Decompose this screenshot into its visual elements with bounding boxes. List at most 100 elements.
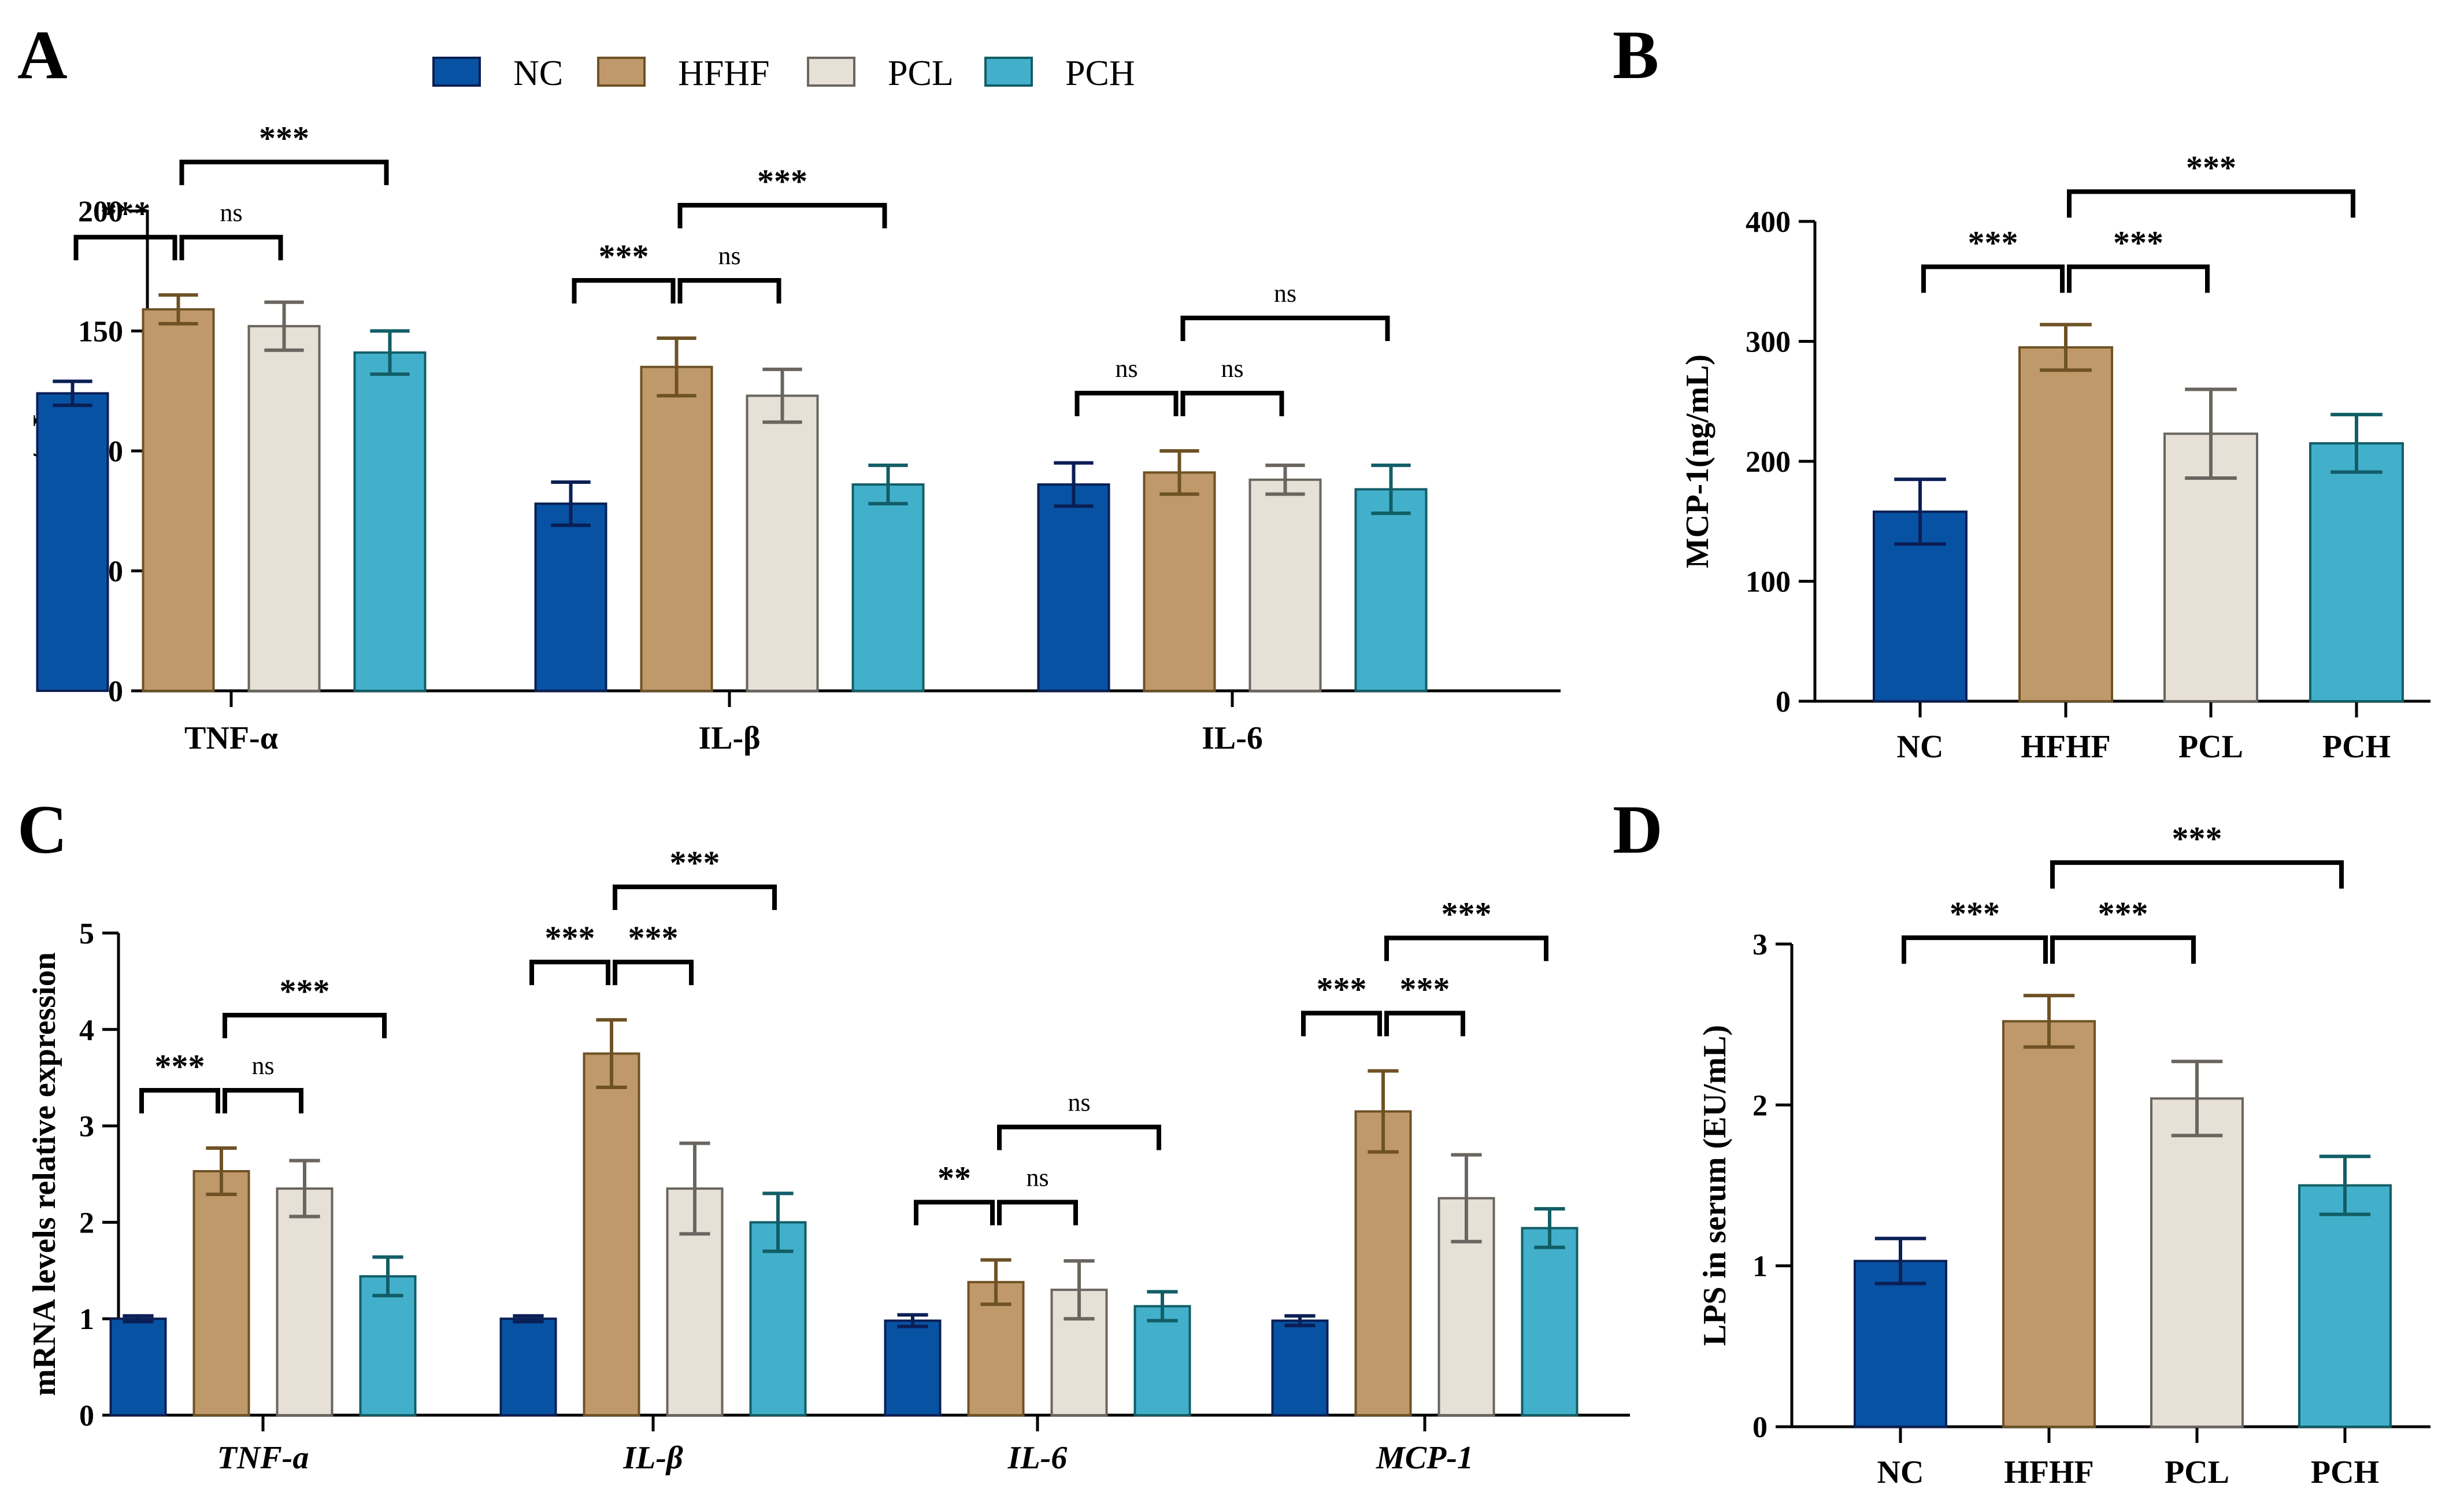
x-tick-label-hfhf: HFHF [2004, 1454, 2094, 1490]
bar-nc-tnf-a [109, 1317, 167, 1416]
significance-bracket [179, 235, 283, 261]
bar-hfhf-il-6 [1143, 471, 1216, 692]
y-tick-label: 2 [79, 1206, 94, 1239]
significance-bracket [73, 235, 177, 261]
significance-bracket [572, 277, 676, 303]
bar-pch-il-6 [1354, 488, 1428, 693]
bar-nc-il-6 [884, 1319, 942, 1416]
significance-bracket [1301, 1011, 1382, 1037]
bar-pcl-tnf [247, 325, 321, 692]
significance-label: *** [1442, 895, 1492, 933]
x-tick-label-pch: PCH [2322, 729, 2391, 765]
legend-label-pcl: PCL [888, 54, 954, 93]
y-tick-label: 3 [1752, 928, 1768, 961]
significance-label: ns [1274, 279, 1296, 308]
bar-pch-tnf [353, 351, 427, 692]
legend-label-nc: NC [513, 54, 563, 93]
y-tick-label: 150 [78, 316, 123, 349]
significance-bracket [2067, 189, 2355, 218]
significance-label: *** [1317, 971, 1367, 1008]
y-tick-label: 0 [108, 675, 123, 708]
significance-label: ns [1026, 1163, 1048, 1191]
bar-pch-il [749, 1221, 807, 1416]
significance-label: *** [2186, 149, 2236, 186]
significance-bracket [529, 960, 610, 986]
significance-label: *** [757, 162, 807, 200]
chart-d-lps-serum: 0 1 2 3 LPS in serum (EU/mL) NC HFHF PCL PCH *** *… [1697, 820, 2430, 1490]
y-tick-label: 5 [79, 917, 94, 950]
y-tick-label: 0 [79, 1400, 94, 1433]
y-tick-label: 400 [1746, 206, 1791, 239]
bar-hfhf [2018, 346, 2113, 702]
significance-bracket [2067, 264, 2210, 293]
bar-nc-tnf [36, 392, 109, 692]
significance-label: *** [155, 1048, 205, 1085]
legend-swatch-pcl [807, 57, 855, 87]
bar-hfhf-tnf-a [192, 1169, 250, 1416]
y-tick-label: 2 [1752, 1089, 1768, 1122]
bar-nc-il [499, 1317, 557, 1416]
bar-pch-tnf-a [359, 1275, 417, 1417]
significance-label: ns [1221, 354, 1243, 383]
bar-hfhf-il [640, 365, 713, 692]
significance-label: *** [101, 194, 151, 232]
chart-b-mcp1: 0 100 200 300 400 MCP-1(ng/mL) NC HFHF PCL PCH ***… [1680, 149, 2430, 765]
x-tick-label-hfhf: HFHF [2021, 729, 2111, 765]
significance-label: *** [2172, 820, 2222, 857]
y-tick-label: 200 [1746, 446, 1791, 479]
significance-bracket [1074, 391, 1179, 416]
bar-pcl-il [746, 394, 819, 692]
bar-pcl [2150, 1097, 2244, 1428]
legend-label-pch: PCH [1065, 54, 1135, 93]
y-axis-title: MCP-1(ng/mL) [1680, 354, 1715, 568]
y-axis-title: LPS in serum (EU/mL) [1697, 1025, 1733, 1346]
significance-label: *** [628, 919, 679, 957]
significance-bracket [677, 202, 887, 228]
significance-label: *** [280, 972, 330, 1010]
x-tick-label-nc: NC [1897, 729, 1944, 765]
significance-bracket [677, 277, 781, 303]
legend-swatch-nc [432, 57, 481, 87]
x-tick-label-tnf: TNF-α [184, 720, 278, 756]
chart-a-cytokines-pg: 050100150200pg/mLTNF-αIL-βIL-6***ns*****… [27, 119, 1561, 756]
x-tick-label-pcl: PCL [2178, 729, 2243, 765]
x-tick-label-tnf-a: TNF-a [217, 1440, 309, 1476]
x-tick-label-mcp-1: MCP-1 [1376, 1440, 1473, 1476]
x-tick-label-nc: NC [1877, 1454, 1924, 1490]
x-tick-label-pch: PCH [2311, 1454, 2379, 1490]
bar-pch-il [851, 483, 925, 692]
bar-hfhf [2002, 1020, 2096, 1428]
significance-bracket [2050, 860, 2344, 889]
significance-bracket [139, 1087, 220, 1113]
panel-letter-b: B [1613, 16, 1659, 93]
significance-bracket [179, 160, 389, 186]
y-tick-label: 0 [1752, 1411, 1768, 1444]
bar-pch-mcp-1 [1521, 1227, 1579, 1416]
y-tick-label: 1 [79, 1303, 94, 1336]
bar-pcl-il-6 [1248, 478, 1322, 692]
bar-nc-il [534, 502, 607, 692]
significance-label: ns [1068, 1088, 1090, 1116]
significance-label: *** [1950, 895, 2000, 932]
significance-bracket [223, 1012, 387, 1038]
significance-label: *** [1400, 971, 1450, 1008]
legend-swatch-hfhf [597, 57, 646, 87]
x-tick-label-il: IL-β [698, 720, 760, 756]
panel-letter-c: C [17, 791, 68, 868]
significance-bracket [223, 1087, 303, 1113]
x-tick-label-pcl: PCL [2165, 1454, 2229, 1490]
x-tick-label-il-6: IL-6 [1202, 720, 1263, 756]
bar-hfhf-tnf [142, 308, 215, 692]
legend-swatch-pch [984, 57, 1033, 87]
significance-label: *** [2098, 895, 2148, 932]
bar-pch-il-6 [1133, 1305, 1191, 1417]
y-tick-label: 1 [1752, 1250, 1768, 1283]
significance-label: *** [545, 919, 595, 957]
bar-hfhf-mcp-1 [1354, 1110, 1412, 1416]
bar-nc-il-6 [1037, 483, 1110, 692]
significance-label: *** [2113, 224, 2163, 261]
y-tick-label: 100 [1746, 566, 1791, 599]
bar-nc [1854, 1260, 1947, 1428]
significance-label: *** [1968, 224, 2018, 261]
significance-bracket [1180, 316, 1390, 341]
